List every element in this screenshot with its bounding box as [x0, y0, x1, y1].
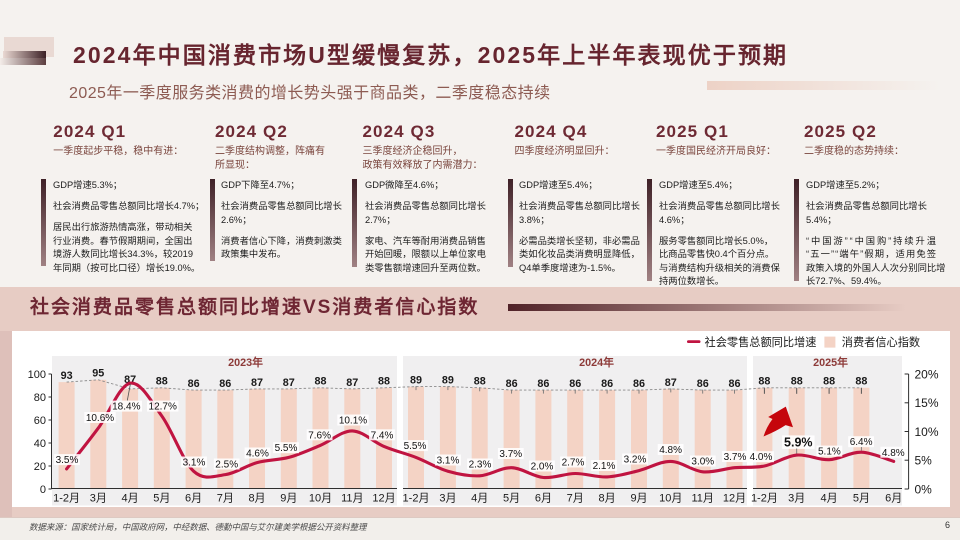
svg-text:0: 0 — [40, 484, 46, 496]
svg-text:20%: 20% — [915, 367, 939, 381]
svg-text:86: 86 — [569, 378, 581, 390]
svg-text:88: 88 — [758, 376, 770, 388]
svg-text:15%: 15% — [915, 396, 939, 410]
svg-text:7月: 7月 — [567, 492, 584, 504]
svg-text:5月: 5月 — [153, 492, 170, 504]
svg-text:5.9%: 5.9% — [784, 436, 813, 450]
svg-text:9月: 9月 — [630, 492, 647, 504]
svg-text:11月: 11月 — [691, 492, 713, 504]
svg-text:7.4%: 7.4% — [371, 430, 394, 441]
svg-text:3月: 3月 — [439, 492, 456, 504]
svg-text:10%: 10% — [915, 425, 939, 439]
svg-text:4.8%: 4.8% — [882, 448, 905, 459]
svg-text:10.1%: 10.1% — [339, 416, 367, 427]
svg-text:3.7%: 3.7% — [724, 452, 747, 463]
svg-text:6.4%: 6.4% — [850, 437, 873, 448]
svg-text:5月: 5月 — [503, 492, 520, 504]
svg-text:6月: 6月 — [885, 492, 902, 504]
svg-text:4月: 4月 — [122, 492, 139, 504]
svg-text:7.6%: 7.6% — [308, 430, 331, 441]
svg-text:88: 88 — [378, 376, 390, 388]
svg-text:87: 87 — [346, 377, 358, 389]
svg-text:12.7%: 12.7% — [149, 402, 177, 413]
svg-text:1-2月: 1-2月 — [403, 492, 430, 504]
svg-text:2.5%: 2.5% — [215, 460, 238, 471]
svg-text:5月: 5月 — [853, 492, 870, 504]
svg-text:88: 88 — [823, 376, 835, 388]
svg-text:86: 86 — [537, 378, 549, 390]
svg-text:88: 88 — [791, 376, 803, 388]
svg-text:4.0%: 4.0% — [750, 452, 773, 463]
svg-text:86: 86 — [633, 378, 645, 390]
svg-text:40: 40 — [34, 438, 46, 450]
svg-text:3月: 3月 — [90, 492, 107, 504]
svg-text:2.1%: 2.1% — [593, 461, 616, 472]
svg-text:0%: 0% — [915, 482, 933, 496]
svg-text:18.4%: 18.4% — [112, 402, 140, 413]
svg-text:86: 86 — [506, 378, 518, 390]
svg-text:12月: 12月 — [372, 492, 395, 504]
svg-text:3.5%: 3.5% — [56, 455, 79, 466]
svg-text:10.6%: 10.6% — [86, 413, 114, 424]
svg-text:20: 20 — [34, 461, 46, 473]
svg-text:8月: 8月 — [599, 492, 616, 504]
svg-text:3月: 3月 — [788, 492, 805, 504]
svg-text:2024年: 2024年 — [579, 355, 614, 369]
svg-text:100: 100 — [28, 369, 46, 381]
svg-text:1-2月: 1-2月 — [53, 492, 80, 504]
svg-text:88: 88 — [314, 376, 326, 388]
svg-text:95: 95 — [92, 368, 104, 380]
svg-text:8月: 8月 — [248, 492, 265, 504]
svg-text:4月: 4月 — [821, 492, 838, 504]
svg-text:9月: 9月 — [280, 492, 297, 504]
svg-text:4.6%: 4.6% — [246, 449, 269, 460]
svg-text:10月: 10月 — [309, 492, 332, 504]
svg-text:86: 86 — [601, 378, 613, 390]
svg-text:3.7%: 3.7% — [499, 449, 522, 460]
svg-text:5.5%: 5.5% — [275, 443, 298, 454]
svg-text:5.5%: 5.5% — [404, 441, 427, 452]
svg-text:89: 89 — [442, 374, 454, 386]
svg-text:88: 88 — [156, 376, 168, 388]
svg-text:2025年: 2025年 — [813, 355, 848, 369]
svg-text:6月: 6月 — [185, 492, 202, 504]
svg-text:3.2%: 3.2% — [624, 455, 647, 466]
svg-text:88: 88 — [855, 376, 867, 388]
svg-text:7月: 7月 — [217, 492, 234, 504]
svg-text:87: 87 — [665, 377, 677, 389]
svg-text:消费者信心指数: 消费者信心指数 — [842, 335, 920, 349]
svg-text:3.1%: 3.1% — [437, 456, 460, 467]
svg-text:86: 86 — [697, 378, 709, 390]
svg-text:6月: 6月 — [535, 492, 552, 504]
svg-text:5.1%: 5.1% — [818, 447, 841, 458]
svg-text:93: 93 — [61, 370, 73, 382]
svg-text:88: 88 — [474, 376, 486, 388]
svg-text:86: 86 — [219, 378, 231, 390]
svg-text:12月: 12月 — [723, 492, 746, 504]
svg-text:86: 86 — [188, 378, 200, 390]
svg-text:2.7%: 2.7% — [562, 458, 585, 469]
svg-text:60: 60 — [34, 415, 46, 427]
svg-text:87: 87 — [283, 377, 295, 389]
svg-text:10月: 10月 — [659, 492, 682, 504]
svg-text:4.8%: 4.8% — [659, 445, 682, 456]
svg-text:2.3%: 2.3% — [469, 460, 492, 471]
svg-text:80: 80 — [34, 392, 46, 404]
svg-text:89: 89 — [410, 374, 422, 386]
svg-text:社会零售总额同比增速: 社会零售总额同比增速 — [705, 335, 817, 349]
svg-text:2023年: 2023年 — [228, 355, 263, 369]
svg-text:2.0%: 2.0% — [531, 462, 554, 473]
svg-text:4月: 4月 — [471, 492, 488, 504]
svg-text:1-2月: 1-2月 — [751, 492, 778, 504]
svg-text:3.1%: 3.1% — [183, 458, 206, 469]
svg-text:86: 86 — [728, 378, 740, 390]
svg-text:11月: 11月 — [341, 492, 363, 504]
svg-text:87: 87 — [251, 377, 263, 389]
svg-text:5%: 5% — [915, 454, 933, 468]
svg-text:3.0%: 3.0% — [691, 457, 714, 468]
